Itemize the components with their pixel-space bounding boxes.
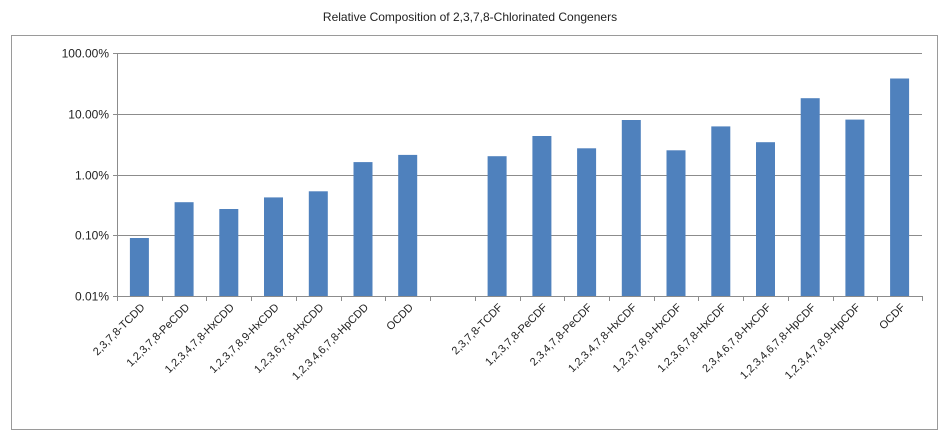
bar — [174, 202, 194, 296]
bar — [845, 119, 865, 296]
bar — [264, 197, 283, 296]
bars — [129, 78, 910, 297]
y-tick-label: 10.00% — [68, 108, 109, 122]
bar — [666, 150, 686, 296]
bar — [308, 191, 328, 296]
bar — [756, 142, 775, 296]
bar — [398, 154, 418, 296]
bar — [219, 209, 239, 296]
x-category-label: 1,2,3,4,7,8,9-HpCDF — [783, 301, 863, 381]
y-tick-label: 1.00% — [75, 169, 109, 183]
x-category-label: OCDF — [877, 301, 908, 332]
axes — [113, 53, 923, 301]
bar — [353, 162, 373, 296]
bar — [577, 148, 597, 296]
bar — [129, 238, 149, 296]
bar — [890, 78, 910, 296]
chart-frame — [11, 35, 938, 430]
y-tick-label: 0.01% — [75, 290, 109, 304]
bar — [621, 120, 641, 296]
bar — [711, 126, 731, 297]
chart-title: Relative Composition of 2,3,7,8-Chlorina… — [322, 10, 618, 24]
y-tick-label: 0.10% — [75, 229, 109, 243]
x-category-label: 1,2,3,4,6,7,8-HpCDD — [290, 302, 371, 383]
bar — [800, 98, 820, 296]
x-category-label: OCDD — [384, 302, 415, 333]
bar — [532, 136, 552, 296]
bar — [487, 156, 507, 296]
x-category-label: 1,2,3,4,6,7,8-HpCDF — [738, 301, 818, 381]
y-tick-label: 100.00% — [62, 47, 110, 61]
